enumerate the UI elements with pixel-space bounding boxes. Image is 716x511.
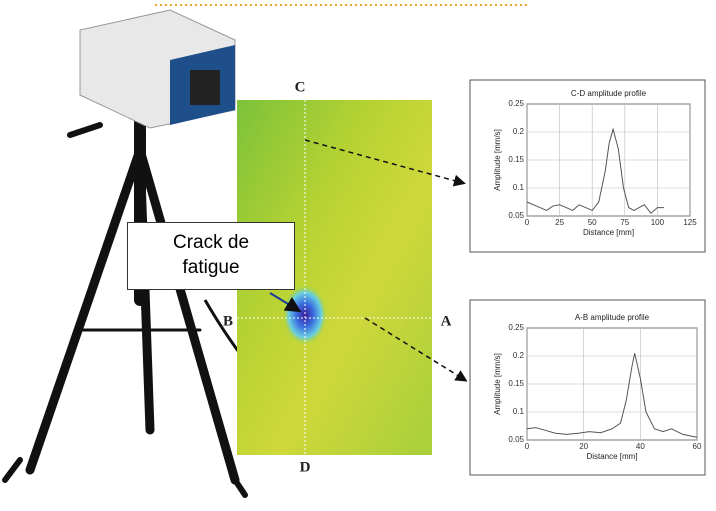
x-tick-label: 25 [555,218,564,227]
x-axis-label: Distance [mm] [586,452,637,461]
y-tick-label: 0.05 [508,435,524,444]
y-tick-label: 0.2 [513,127,525,136]
y-tick-label: 0.2 [513,351,525,360]
y-tick-label: 0.05 [508,211,524,220]
tripod [2,104,248,498]
y-axis-label: Amplitude [mm/s] [493,353,502,415]
y-tick-label: 0.25 [508,99,524,108]
x-tick-label: 125 [683,218,697,227]
y-tick-label: 0.25 [508,323,524,332]
label: C [295,79,306,95]
x-tick-label: 20 [579,442,588,451]
x-tick-label: 60 [693,442,702,451]
x-tick-label: 40 [636,442,645,451]
label: D [300,459,311,475]
chart-title: A-B amplitude profile [575,313,650,322]
x-tick-label: 75 [620,218,629,227]
y-tick-label: 0.1 [513,183,525,192]
y-tick-label: 0.15 [508,155,524,164]
label: A [441,313,452,329]
chart-title: C-D amplitude profile [571,89,647,98]
y-tick-label: 0.15 [508,379,524,388]
y-axis-label: Amplitude [mm/s] [493,129,502,191]
arrow [269,292,302,313]
x-tick-label: 100 [651,218,665,227]
x-axis-label: Distance [mm] [583,228,634,237]
y-tick-label: 0.1 [513,407,525,416]
line [526,127,664,214]
label: B [223,313,233,329]
camera [79,9,236,129]
line [526,353,698,438]
x-tick-label: 50 [588,218,597,227]
charts: C-D amplitude profile Distance [mm] Amplit… [469,79,706,476]
callout: Crack de fatigue [127,222,295,290]
arrow [304,139,466,187]
x-tick-label: 0 [525,442,530,451]
arrow [364,317,468,382]
x-tick-label: 0 [525,218,530,227]
